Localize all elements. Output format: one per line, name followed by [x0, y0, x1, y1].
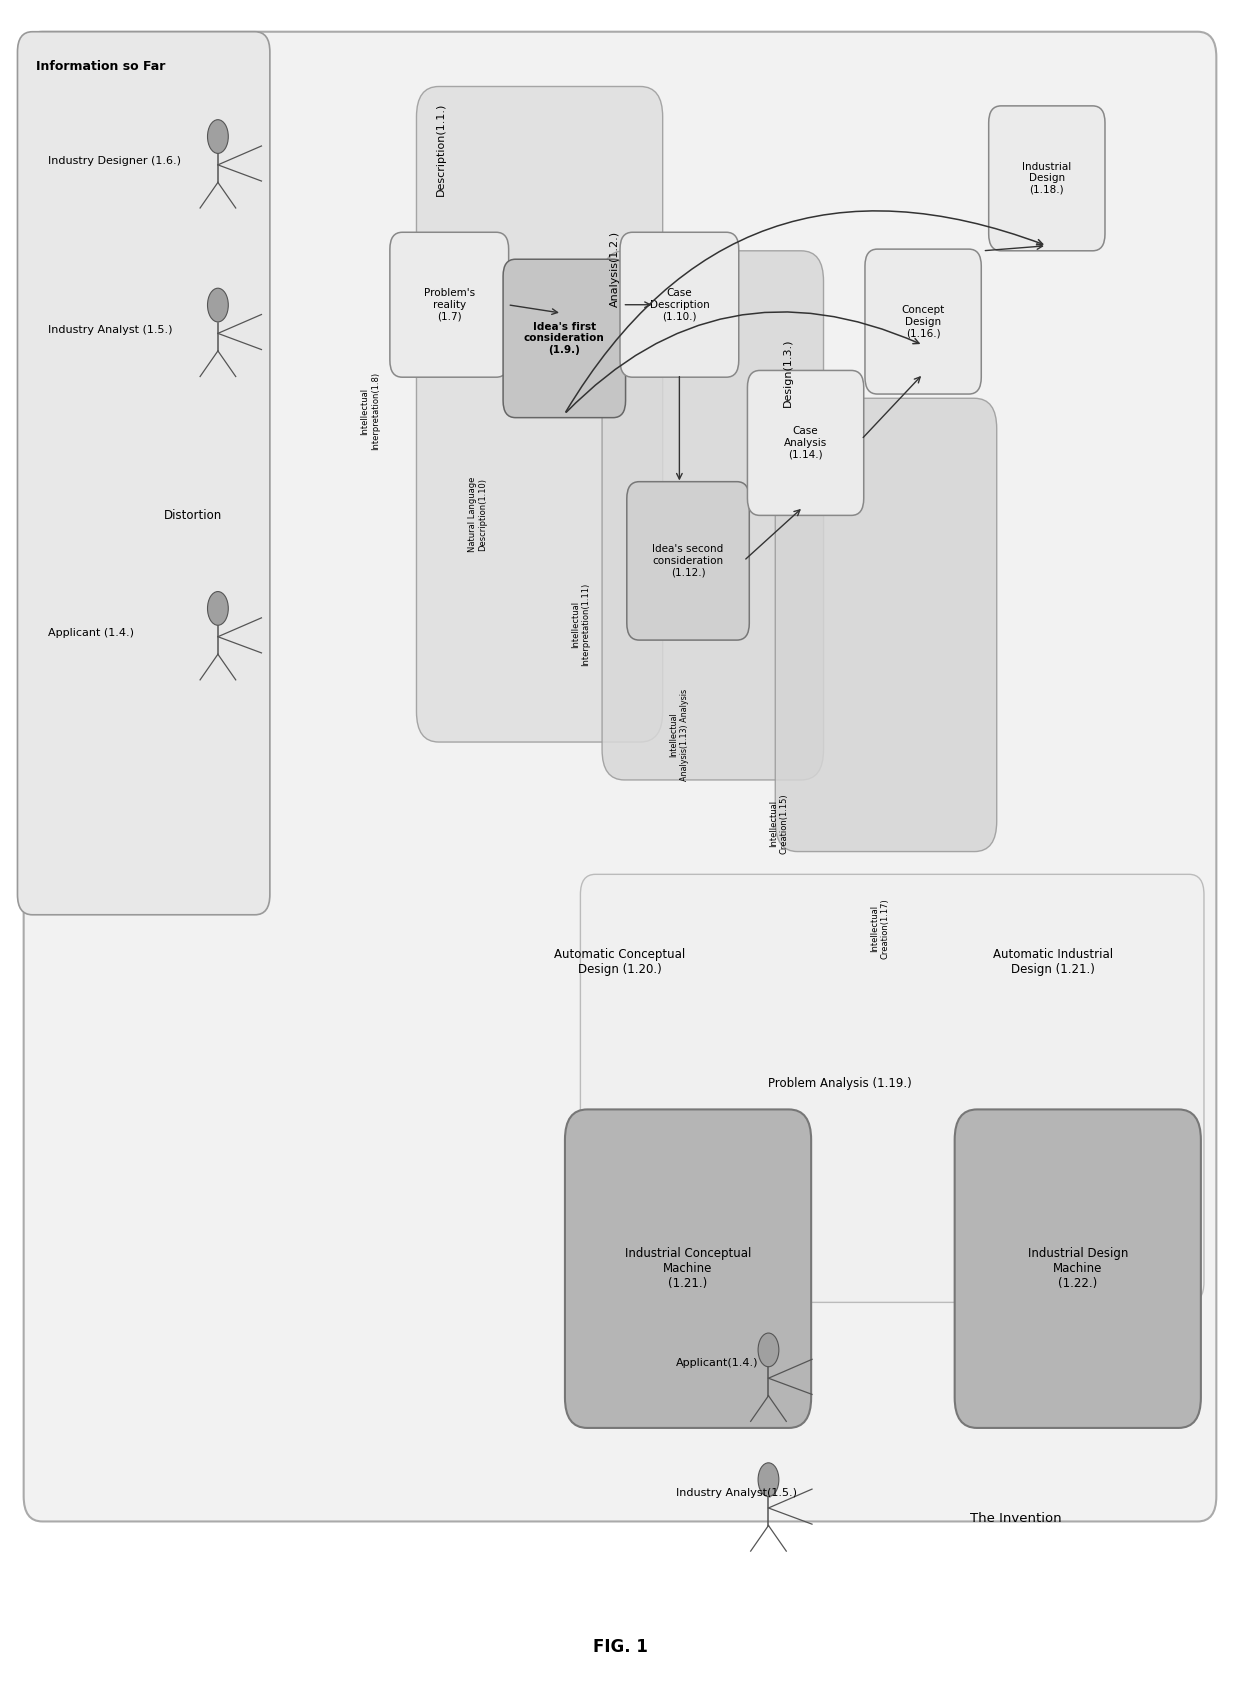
Text: Idea's first
consideration
(1.9.): Idea's first consideration (1.9.): [525, 322, 605, 354]
Text: Industry Analyst(1.5.): Industry Analyst(1.5.): [676, 1487, 796, 1497]
Text: Design(1.3.): Design(1.3.): [784, 338, 794, 407]
Text: Industrial Conceptual
Machine
(1.21.): Industrial Conceptual Machine (1.21.): [625, 1247, 751, 1290]
Text: Analysis(1.2.): Analysis(1.2.): [610, 231, 620, 307]
Text: Intellectual
Interpretation(1.11): Intellectual Interpretation(1.11): [570, 582, 590, 667]
Text: Industry Analyst (1.5.): Industry Analyst (1.5.): [48, 326, 172, 334]
Ellipse shape: [207, 120, 228, 154]
FancyBboxPatch shape: [988, 106, 1105, 252]
FancyBboxPatch shape: [748, 370, 864, 515]
Text: Concept
Design
(1.16.): Concept Design (1.16.): [901, 306, 945, 338]
Text: FIG. 1: FIG. 1: [593, 1639, 647, 1656]
Text: Intellectual
Analysis(1.13) Analysis: Intellectual Analysis(1.13) Analysis: [670, 689, 689, 782]
Text: Intellectual
Creation(1.17): Intellectual Creation(1.17): [870, 898, 889, 959]
FancyBboxPatch shape: [626, 481, 749, 640]
Text: Intellectual
Creation(1.15): Intellectual Creation(1.15): [769, 793, 789, 854]
FancyBboxPatch shape: [955, 1109, 1200, 1428]
Ellipse shape: [207, 591, 228, 625]
Text: Problem Analysis (1.19.): Problem Analysis (1.19.): [769, 1077, 913, 1090]
FancyBboxPatch shape: [620, 233, 739, 376]
Text: Case
Analysis
(1.14.): Case Analysis (1.14.): [784, 427, 827, 459]
Text: Natural Language
Description(1.10): Natural Language Description(1.10): [467, 476, 487, 552]
Text: The Invention: The Invention: [970, 1511, 1061, 1524]
Text: Idea's second
consideration
(1.12.): Idea's second consideration (1.12.): [652, 544, 724, 577]
Ellipse shape: [207, 289, 228, 322]
Text: Automatic Industrial
Design (1.21.): Automatic Industrial Design (1.21.): [993, 949, 1114, 976]
FancyBboxPatch shape: [580, 874, 1204, 1303]
FancyBboxPatch shape: [775, 398, 997, 851]
FancyBboxPatch shape: [565, 1109, 811, 1428]
Ellipse shape: [758, 1334, 779, 1367]
FancyBboxPatch shape: [866, 250, 981, 393]
Text: Industrial Design
Machine
(1.22.): Industrial Design Machine (1.22.): [1028, 1247, 1128, 1290]
Text: Industry Designer (1.6.): Industry Designer (1.6.): [48, 157, 181, 167]
Text: Information so Far: Information so Far: [36, 61, 165, 73]
Text: Automatic Conceptual
Design (1.20.): Automatic Conceptual Design (1.20.): [554, 949, 686, 976]
FancyBboxPatch shape: [24, 32, 1216, 1521]
Ellipse shape: [758, 1463, 779, 1497]
Text: Applicant (1.4.): Applicant (1.4.): [48, 628, 134, 638]
FancyBboxPatch shape: [417, 86, 662, 743]
FancyBboxPatch shape: [389, 233, 508, 376]
FancyBboxPatch shape: [603, 252, 823, 780]
Text: Industrial
Design
(1.18.): Industrial Design (1.18.): [1022, 162, 1071, 194]
Text: Applicant(1.4.): Applicant(1.4.): [676, 1359, 758, 1367]
Text: Problem's
reality
(1.7): Problem's reality (1.7): [424, 289, 475, 321]
FancyBboxPatch shape: [503, 260, 625, 417]
Text: Description(1.1.): Description(1.1.): [435, 103, 445, 196]
FancyBboxPatch shape: [17, 32, 270, 915]
Text: Case
Description
(1.10.): Case Description (1.10.): [650, 289, 709, 321]
Text: Distortion: Distortion: [164, 508, 222, 522]
Text: Intellectual
Interpretation(1.8): Intellectual Interpretation(1.8): [361, 371, 379, 451]
